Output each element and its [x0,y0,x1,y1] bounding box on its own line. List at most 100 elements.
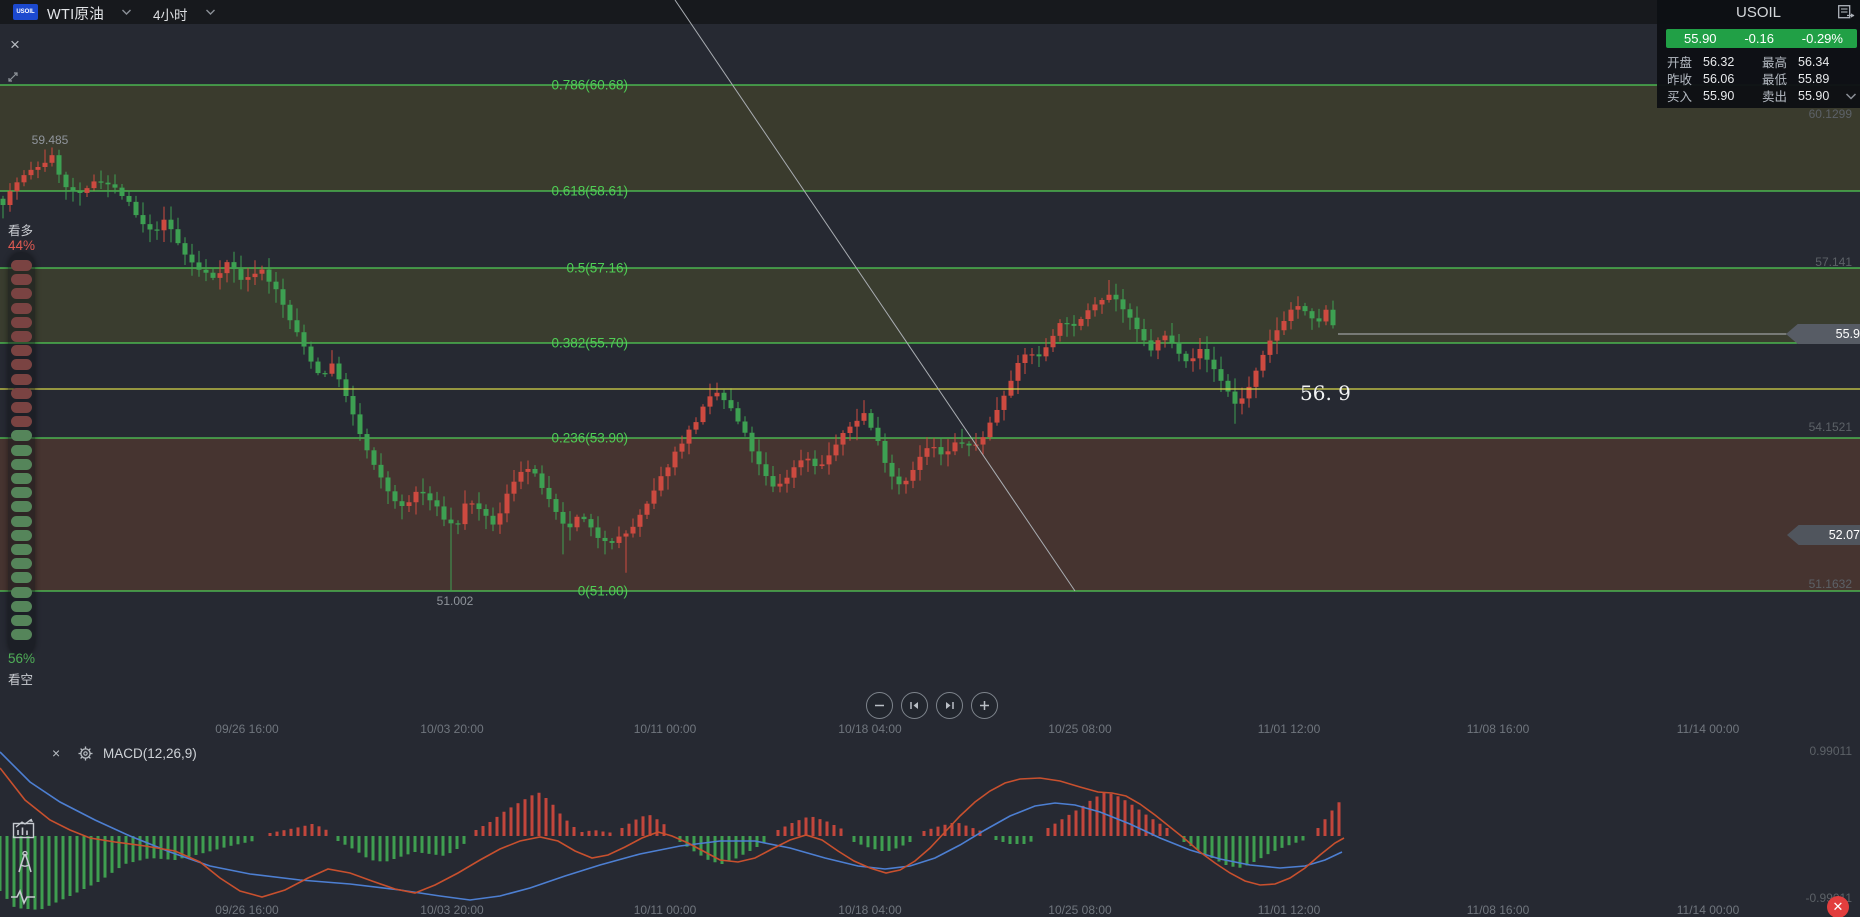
macd-histogram-bar [971,828,975,836]
time-label: 10/18 04:00 [838,722,902,736]
zoom-in-button[interactable] [971,692,998,719]
macd-settings-gear-icon[interactable] [78,746,93,761]
macd-histogram-bar [558,813,562,836]
macd-histogram-bar [82,836,86,889]
bear-gauge-segment [11,430,32,442]
macd-histogram-bar [40,836,44,910]
macd-histogram-bar [699,836,703,856]
macd-histogram-bar [229,836,233,846]
compass-draw-tool-icon[interactable] [14,850,36,874]
macd-histogram-bar [957,823,961,836]
macd-histogram-bar [601,831,605,836]
macd-histogram-bar [420,836,424,853]
fib-label: 0.618(58.61) [551,184,628,199]
macd-histogram-bar [748,836,752,851]
chart-stats-tool-icon[interactable] [12,818,36,840]
macd-histogram-bar [1323,819,1327,836]
macd-histogram-bar [1088,800,1092,836]
close-drawing-button[interactable]: × [10,35,20,54]
symbol-selector[interactable]: WTI原油 [47,7,105,23]
macd-histogram-bar [385,836,389,862]
macd-close-icon[interactable]: × [52,745,61,761]
macd-histogram-bar [873,836,877,850]
macd-histogram-bar [551,804,555,836]
macd-histogram-bar [89,836,93,886]
macd-histogram-bar [530,795,534,836]
macd-histogram-bar [61,836,65,900]
macd-histogram-bar [54,836,58,903]
quote-field-label: 最高 [1762,56,1788,70]
macd-histogram-bar [310,824,314,836]
macd-histogram-bar [1029,836,1033,842]
macd-histogram-bar [208,836,212,852]
macd-histogram-bar [138,836,142,861]
macd-histogram-bar [1245,836,1249,866]
last-price-tag[interactable]: 55.9 [1786,324,1860,344]
macd-histogram-bar [166,836,170,860]
macd-histogram-bar [474,830,478,836]
bull-gauge-segment [11,359,32,371]
macd-histogram-bar [572,827,576,836]
fib-band [0,268,1860,343]
time-label: 11/01 12:00 [1257,903,1321,917]
time-label: 11/14 00:00 [1676,903,1740,917]
macd-histogram-bar [727,836,731,862]
macd-histogram-bar [936,826,940,836]
quote-row: 开盘 56.32 最高 56.34 [1667,53,1854,71]
macd-histogram-bar [1151,819,1155,836]
macd-histogram-bar [818,819,822,836]
popup-close-icon[interactable]: ✕ [1827,896,1849,917]
macd-histogram-bar [852,836,856,842]
macd-histogram-bar [427,836,431,854]
macd-histogram-bar [131,836,135,863]
macd-histogram-bar [215,836,219,850]
bear-gauge-segment [11,615,32,626]
panel-toggle-icon[interactable] [1838,5,1855,19]
scroll-end-button[interactable] [936,692,963,719]
scale-price-label: 60.1299 [1808,107,1852,121]
time-label: 09/26 16:00 [215,903,279,917]
scroll-start-button[interactable] [901,692,928,719]
bear-gauge-segment [11,572,32,584]
price-tag-52[interactable]: 52.07 [1787,525,1860,545]
macd-histogram-bar [455,836,459,849]
price-change-percent: -0.29% [1801,31,1843,46]
macd-histogram-bar [1330,810,1334,836]
price-note[interactable]: 56. 9 [1300,381,1351,405]
bull-gauge-segment [11,288,32,300]
pulse-tool-icon[interactable] [10,888,36,906]
macd-histogram-bar [1165,828,1169,836]
macd-histogram-bar [145,836,149,859]
macd-histogram-bar [103,836,107,878]
time-label: 10/03 20:00 [420,722,484,736]
chevron-down-icon[interactable] [121,8,132,16]
quote-expand-chevron-icon[interactable] [1845,92,1857,101]
macd-histogram-bar [587,830,591,836]
time-label: 10/03 20:00 [420,903,484,917]
macd-histogram-bar [187,836,191,857]
bull-gauge-segment [11,387,32,399]
macd-histogram-bar [1158,823,1162,836]
macd-histogram-bar [537,792,541,836]
macd-histogram-bar [1280,836,1284,848]
bear-gauge-segment [11,444,32,456]
bull-gauge-segment [11,345,32,357]
bear-gauge-segment [11,501,32,513]
macd-histogram-bar [1196,836,1200,850]
bear-gauge-segment [11,600,32,612]
timeframe-selector[interactable]: 4小时 [153,8,188,23]
macd-histogram-bar [173,836,177,860]
macd-histogram-bar [434,836,438,855]
macd-histogram-bar [117,836,121,869]
resize-arrows-icon[interactable] [6,70,20,84]
macd-histogram-bar [481,826,485,836]
macd-histogram-bar [1287,836,1291,846]
chevron-down-icon[interactable] [205,8,216,16]
macd-histogram-bar [634,819,638,836]
macd-histogram-bar [594,830,598,836]
macd-histogram-bar [336,836,340,841]
zoom-out-button[interactable] [866,692,893,719]
macd-histogram-bar [825,821,829,836]
macd-histogram-bar [413,836,417,852]
macd-histogram-bar [832,825,836,836]
